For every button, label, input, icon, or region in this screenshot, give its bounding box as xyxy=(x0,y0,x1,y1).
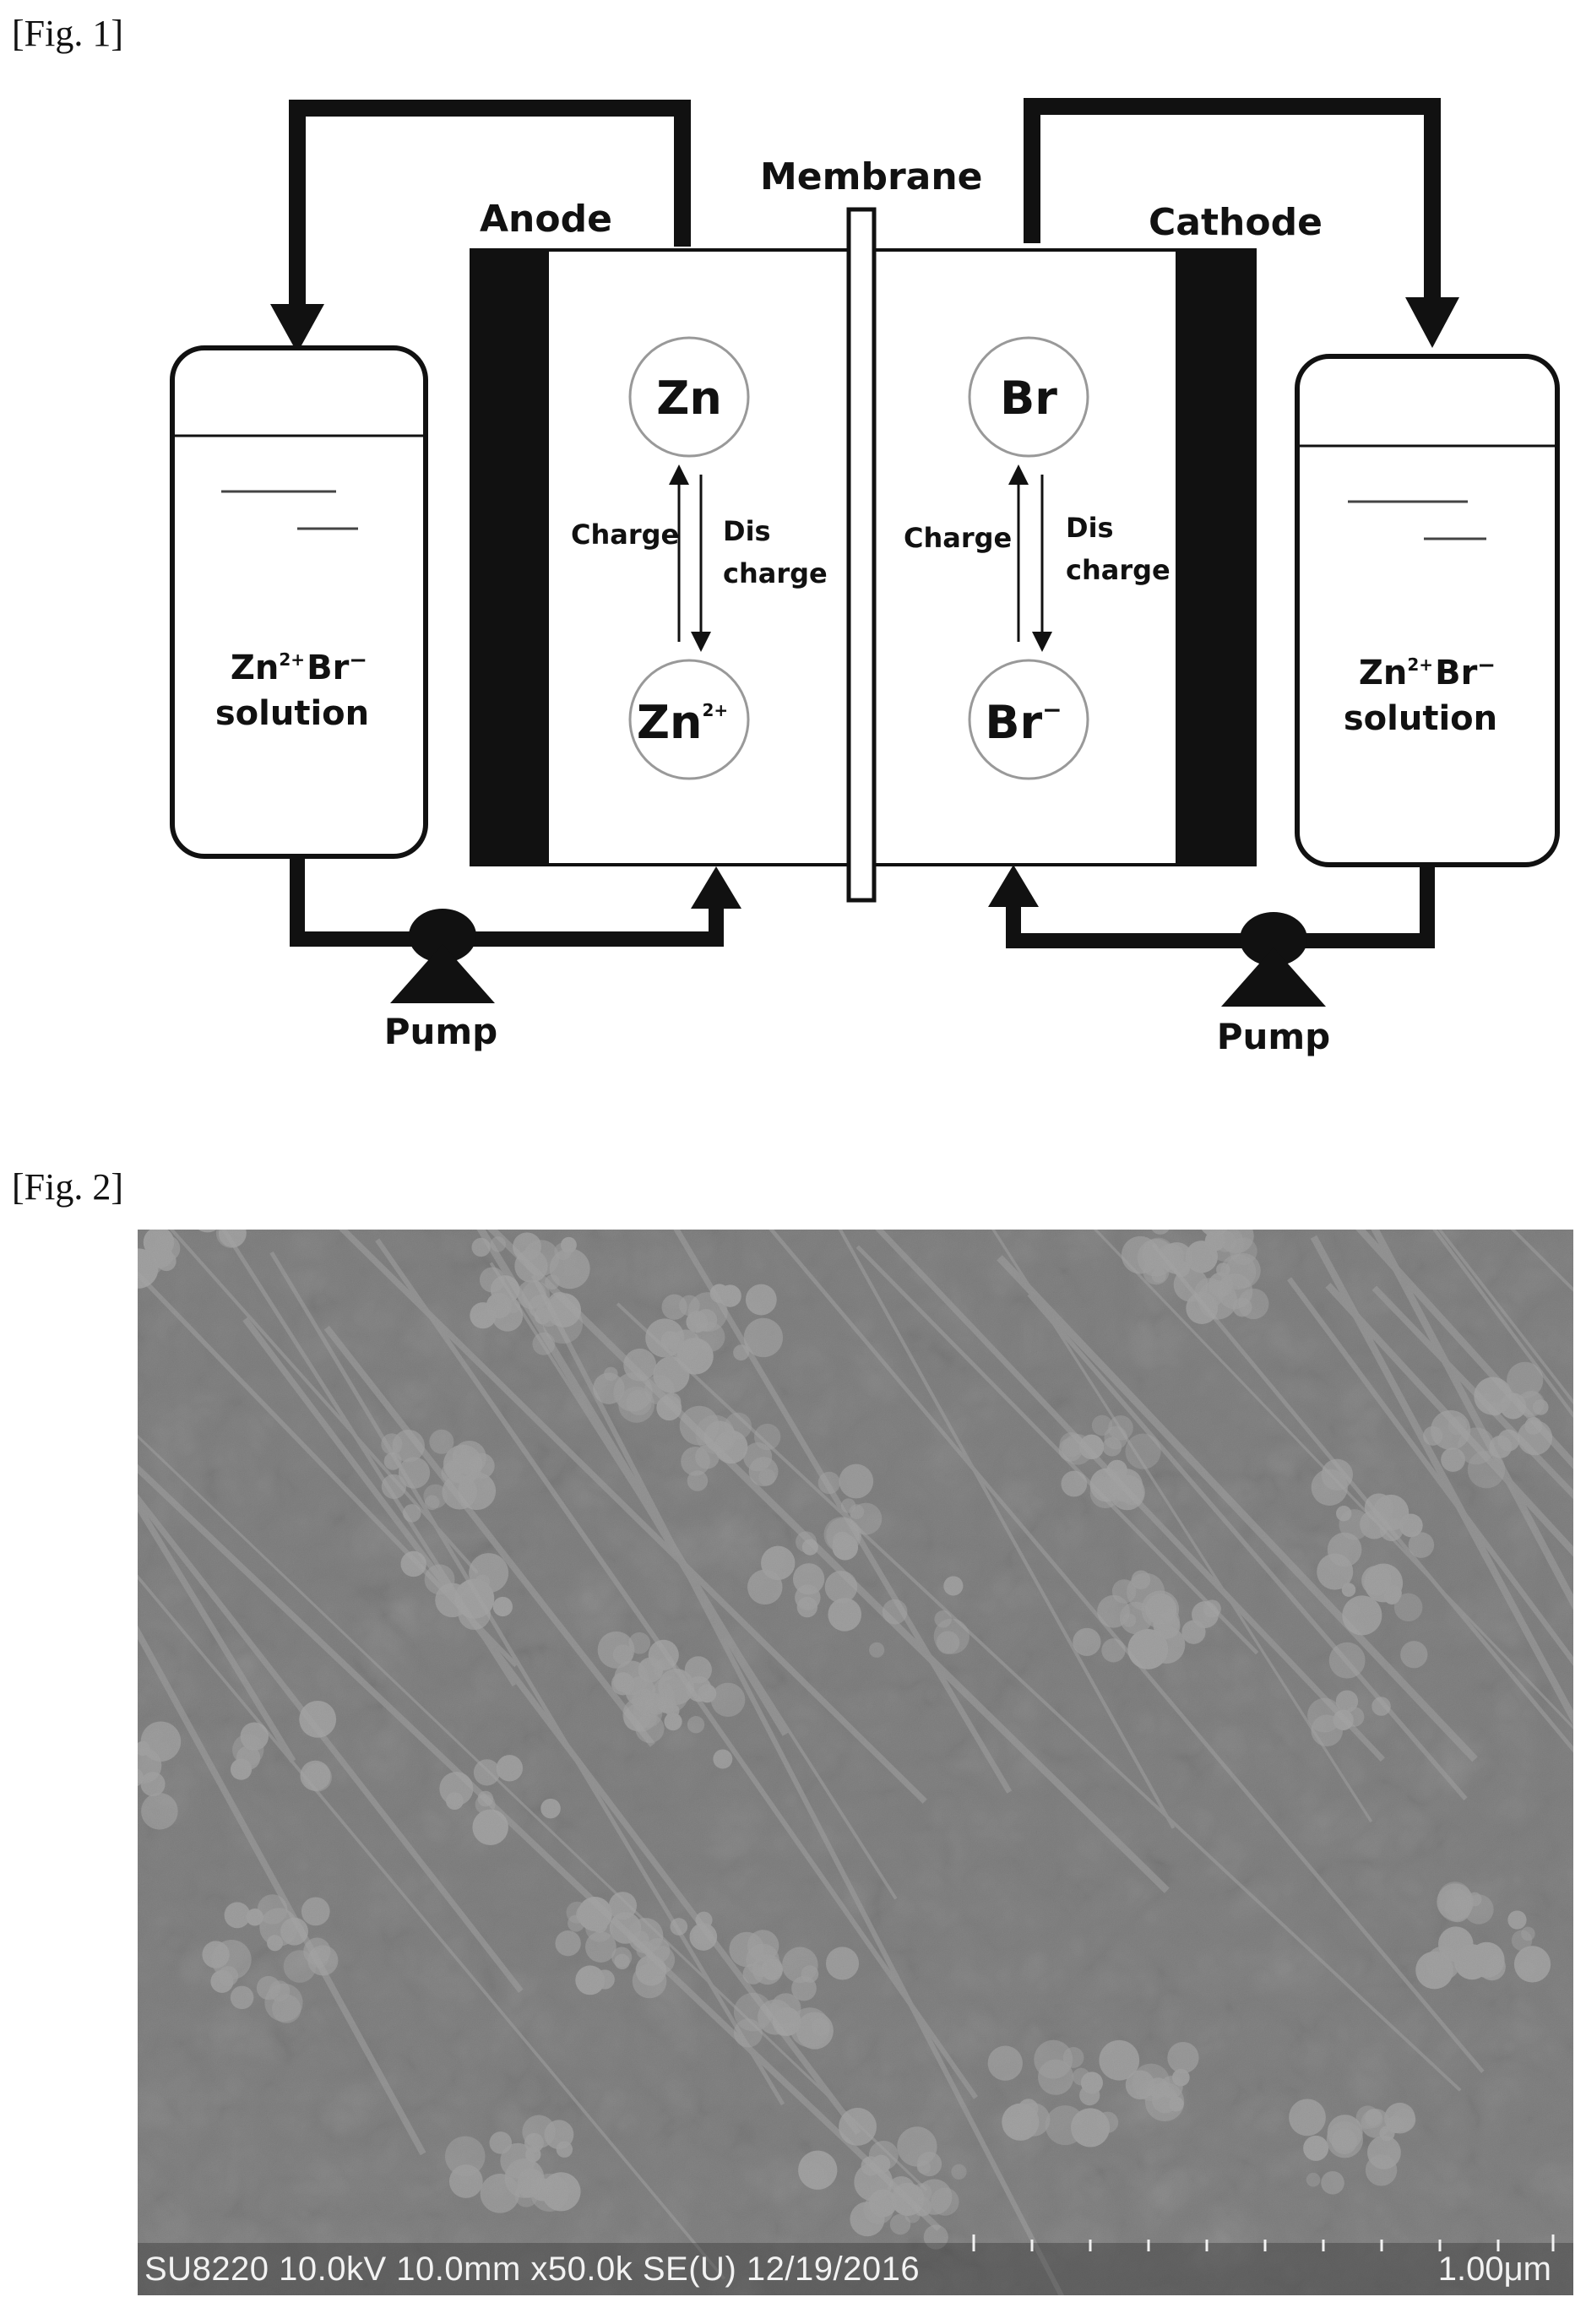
right-tank-solution-label: solution xyxy=(1344,699,1497,738)
anode-electrode xyxy=(471,250,549,865)
cathode-discharge-label-2: charge xyxy=(1066,554,1170,586)
left-tank-solution-label: solution xyxy=(215,694,369,733)
cathode-discharge-label-1: Dis xyxy=(1066,512,1114,544)
right-feed-pipe: Pump xyxy=(988,865,1427,1057)
anode-discharge-label-1: Dis xyxy=(723,515,771,547)
cathode-charge-label: Charge xyxy=(904,522,1012,554)
zn-species: Zn xyxy=(656,372,722,425)
fig2-label: [Fig. 2] xyxy=(12,1165,123,1208)
sem-texture xyxy=(138,1230,1573,2295)
right-pump-label: Pump xyxy=(1217,1016,1331,1057)
sem-caption: SU8220 10.0kV 10.0mm x50.0k SE(U) 12/19/… xyxy=(144,2251,920,2289)
left-feed-pipe: Pump xyxy=(297,856,741,1052)
anode-charge-label: Charge xyxy=(571,519,679,551)
right-pump-icon xyxy=(1221,912,1326,1007)
sem-scale-label: 1.00μm xyxy=(1438,2251,1551,2289)
membrane-bar xyxy=(849,209,874,900)
br-species: Br xyxy=(1000,372,1057,425)
anode-label: Anode xyxy=(480,198,612,241)
cathode-label: Cathode xyxy=(1149,201,1323,244)
sem-micrograph: SU8220 10.0kV 10.0mm x50.0k SE(U) 12/19/… xyxy=(138,1230,1573,2295)
left-pump-label: Pump xyxy=(384,1011,498,1052)
left-pump-icon xyxy=(390,909,495,1003)
cathode-electrode xyxy=(1176,250,1255,865)
left-electrolyte-tank: Zn2+Br− solution xyxy=(172,348,426,856)
sem-scale-ticks xyxy=(972,2234,1555,2251)
anode-discharge-label-2: charge xyxy=(723,557,828,589)
fig1-diagram: Zn2+Br− solution Zn2+Br− solution Anode … xyxy=(0,0,1586,1098)
right-electrolyte-tank: Zn2+Br− solution xyxy=(1297,356,1557,865)
membrane-label: Membrane xyxy=(760,155,983,198)
